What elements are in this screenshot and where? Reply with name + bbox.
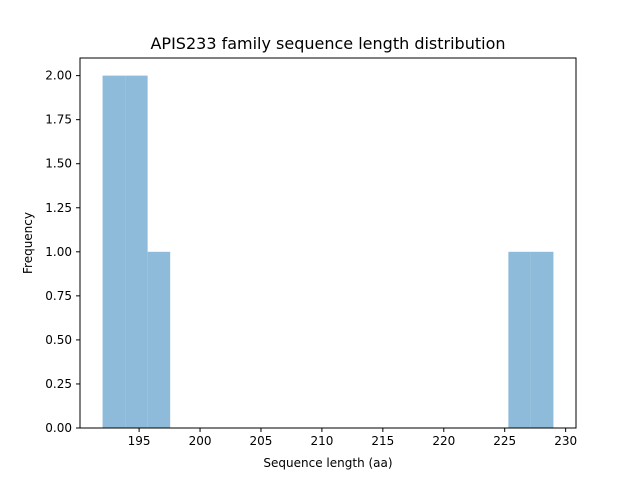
y-axis-label: Frequency [21, 212, 35, 274]
histogram-bar [530, 251, 554, 428]
plot-frame [79, 57, 577, 429]
y-tick-label: 0.00 [45, 421, 72, 435]
x-tick-label: 205 [250, 434, 273, 448]
y-tick-label: 1.50 [45, 157, 72, 171]
histogram-bar [147, 251, 171, 428]
histogram-bar [508, 251, 531, 428]
y-tick-label: 0.25 [45, 377, 72, 391]
y-tick-label: 0.75 [45, 289, 72, 303]
histogram-bar [102, 75, 126, 428]
x-tick-label: 230 [554, 434, 577, 448]
x-tick-label: 195 [128, 434, 151, 448]
x-tick-label: 215 [371, 434, 394, 448]
x-axis-ticks: 195 200 205 210 215 220 225 230 [128, 428, 577, 448]
y-tick-label: 1.25 [45, 201, 72, 215]
x-axis-label: Sequence length (aa) [263, 456, 392, 470]
x-tick-label: 200 [189, 434, 212, 448]
histogram-bar [125, 75, 148, 428]
x-tick-label: 225 [493, 434, 516, 448]
bars-group [102, 75, 554, 428]
y-tick-label: 1.75 [45, 113, 72, 127]
y-tick-label: 0.50 [45, 333, 72, 347]
y-tick-label: 1.00 [45, 245, 72, 259]
x-tick-label: 220 [432, 434, 455, 448]
chart-title: APIS233 family sequence length distribut… [150, 34, 505, 53]
y-tick-label: 2.00 [45, 69, 72, 83]
x-tick-label: 210 [310, 434, 333, 448]
y-axis-ticks: 0.00 0.25 0.50 0.75 1.00 1.25 1.50 1.75 2.00 [45, 69, 80, 435]
